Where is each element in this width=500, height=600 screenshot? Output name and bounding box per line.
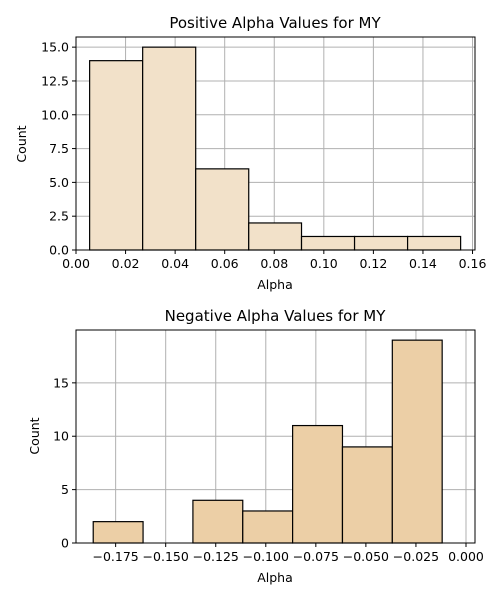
chart-title: Positive Alpha Values for MY <box>169 14 381 32</box>
histogram-bars <box>89 46 462 251</box>
y-tick-label: 0.0 <box>49 243 69 258</box>
x-tick-label: −0.150 <box>143 549 189 564</box>
x-tick-label: 0.02 <box>112 256 140 271</box>
y-tick-label: 7.5 <box>49 141 69 156</box>
histogram-bar <box>92 521 144 544</box>
histogram-bar <box>142 46 197 251</box>
histogram-bar <box>192 499 244 544</box>
y-tick-label: 2.5 <box>49 209 69 224</box>
negative-alpha-histogram: Negative Alpha Values for MY −0.175 −0.15… <box>27 307 484 585</box>
histogram-bar <box>248 222 303 251</box>
histogram-bar <box>406 235 462 251</box>
histogram-bar <box>391 339 443 544</box>
histogram-bar <box>195 168 250 251</box>
x-tick-label: 0.08 <box>260 256 288 271</box>
x-tick-label: 0.14 <box>409 256 437 271</box>
x-tick-label: 0.12 <box>359 256 387 271</box>
y-tick-label: 5 <box>61 482 69 497</box>
positive-alpha-histogram: Positive Alpha Values for MY 0.00 0.02 0.0… <box>14 14 486 292</box>
y-tick-label: 10.0 <box>41 107 69 122</box>
histogram-bar <box>353 235 409 251</box>
plot-frame <box>75 36 476 251</box>
histogram-bar <box>292 424 344 544</box>
x-tick-label: −0.075 <box>293 549 339 564</box>
y-tick-label: 5.0 <box>49 175 69 190</box>
x-tick-label: −0.100 <box>243 549 289 564</box>
x-tick-label: 0.000 <box>448 549 484 564</box>
y-axis-label: Count <box>14 125 29 162</box>
histogram-bar <box>341 446 393 544</box>
x-tick-label: 0.04 <box>161 256 189 271</box>
y-tick-label: 15.0 <box>41 40 69 55</box>
x-tick-label: −0.125 <box>193 549 239 564</box>
x-tick-label: −0.050 <box>343 549 389 564</box>
x-tick-label: −0.175 <box>93 549 139 564</box>
x-tick-label: 0.00 <box>62 256 90 271</box>
x-tick-label: 0.06 <box>211 256 239 271</box>
x-tick-label: 0.10 <box>310 256 338 271</box>
histogram-bar <box>242 510 294 544</box>
histogram-bar <box>89 60 144 251</box>
y-tick-label: 10 <box>53 429 69 444</box>
axis-ticks: −0.175 −0.150 −0.125 −0.100 −0.075 −0.050 −0.0… <box>53 375 484 564</box>
y-tick-label: 12.5 <box>41 73 69 88</box>
histogram-bar <box>300 235 356 251</box>
axis-ticks: 0.00 0.02 0.04 0.06 0.08 0.10 0.12 0.14 0.16 0.0 2… <box>41 40 486 271</box>
x-tick-label: −0.025 <box>393 549 439 564</box>
x-axis-label: Alpha <box>257 277 293 292</box>
x-tick-label: 0.16 <box>459 256 487 271</box>
x-axis-label: Alpha <box>257 570 293 585</box>
histogram-bars <box>92 339 443 544</box>
chart-title: Negative Alpha Values for MY <box>165 307 387 325</box>
y-axis-label: Count <box>27 417 42 454</box>
y-tick-label: 0 <box>61 536 69 551</box>
y-tick-label: 15 <box>53 375 69 390</box>
